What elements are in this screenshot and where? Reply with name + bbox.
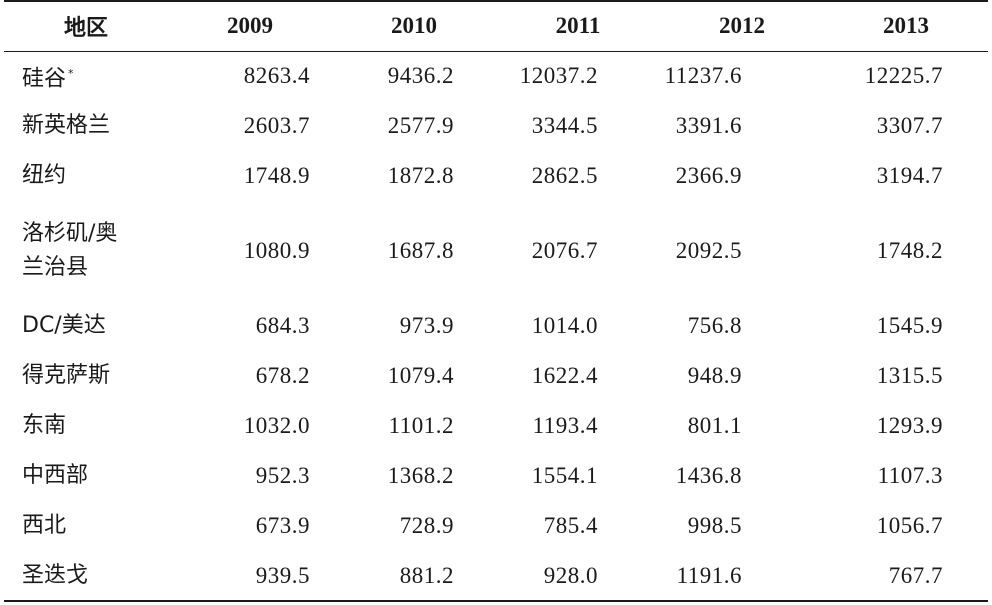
value-cell: 11237.6 [664,63,742,89]
value-cell: 1191.6 [676,562,742,588]
value-cell: 1545.9 [876,313,943,338]
table-row: 纽约 1748.9 1872.8 2862.5 2366.9 3194.7 [4,151,988,201]
value-cell: 3307.7 [876,113,943,138]
value-cell: 2092.5 [675,238,742,263]
value-cell: 12037.2 [519,63,598,89]
data-table-container: 地区 2009 2010 2011 2012 2013 硅谷 * 8263.4 9… [4,0,988,602]
table-row: 圣迭戈 939.5 881.2 928.0 1191.6 767.7 [4,551,988,601]
value-cell: 1056.7 [876,513,943,538]
header-row: 地区 2009 2010 2011 2012 2013 [4,1,988,51]
value-cell: 1436.8 [675,463,742,488]
value-cell: 1748.2 [876,238,943,263]
value-cell: 998.5 [687,513,742,538]
value-cell: 1014.0 [531,313,598,338]
value-cell: 1193.4 [532,413,598,438]
value-cell: 3194.7 [876,163,943,188]
table-row: 新英格兰 2603.7 2577.9 3344.5 3391.6 3307.7 [4,101,988,151]
region-cell: 得克萨斯 [22,363,111,388]
header-year-2013: 2013 [883,13,929,39]
table-row: 东南 1032.0 1101.2 1193.4 801.1 1293.9 [4,401,988,451]
region-label-line-2: 兰治县 [22,255,89,280]
table-row: DC/美达 684.3 973.9 1014.0 756.8 1545.9 [4,301,988,351]
value-cell: 881.2 [399,562,454,588]
value-cell: 1293.9 [876,413,943,438]
header-region: 地区 [63,16,108,42]
value-cell: 1315.5 [876,363,943,388]
header-year-2010: 2010 [391,13,437,39]
value-cell: 728.9 [399,513,454,538]
region-cell: 中西部 [22,463,89,488]
value-cell: 1101.2 [388,413,454,438]
table-row: 中西部 952.3 1368.2 1554.1 1436.8 1107.3 [4,451,988,501]
value-cell: 2076.7 [531,238,598,263]
header-year-2011: 2011 [555,13,601,39]
footnote-mark: * [68,66,74,80]
value-cell: 3344.5 [531,113,598,138]
value-cell: 1368.2 [387,463,454,488]
region-label-line-1: 洛杉矶/奥 [22,221,118,246]
table-row: 洛杉矶/奥 兰治县 1080.9 1687.8 2076.7 2092.5 17… [4,201,988,301]
region-cell: 东南 [22,413,67,438]
value-cell: 1554.1 [531,463,598,488]
value-cell: 952.3 [255,463,310,488]
value-cell: 2603.7 [243,113,310,138]
value-cell: 785.4 [543,513,598,538]
value-cell: 8263.4 [243,63,310,89]
value-cell: 973.9 [399,313,454,338]
value-cell: 928.0 [543,562,598,588]
value-cell: 756.8 [687,313,742,338]
value-cell: 1748.9 [243,163,310,188]
table-row: 西北 673.9 728.9 785.4 998.5 1056.7 [4,501,988,551]
value-cell: 2862.5 [531,163,598,188]
value-cell: 1687.8 [387,238,454,263]
header-year-2009: 2009 [227,13,273,39]
region-cell: 纽约 [22,163,67,188]
investment-by-region-table: 地区 2009 2010 2011 2012 2013 硅谷 * 8263.4 9… [4,0,988,602]
value-cell: 684.3 [255,313,310,338]
value-cell: 1622.4 [531,363,598,388]
value-cell: 2366.9 [675,163,742,188]
value-cell: 1872.8 [387,163,454,188]
region-cell: 圣迭戈 [22,562,89,588]
value-cell: 3391.6 [675,113,742,138]
value-cell: 948.9 [687,363,742,388]
header-year-2012: 2012 [719,13,765,39]
value-cell: 9436.2 [387,63,454,89]
table-body: 硅谷 * 8263.4 9436.2 12037.2 11237.6 12225.… [4,51,988,601]
region-cell: 硅谷 * [4,51,168,101]
region-label: 硅谷 [22,65,67,91]
value-cell: 2577.9 [387,113,454,138]
value-cell: 1080.9 [243,238,310,263]
region-cell: 新英格兰 [22,113,111,138]
table-row: 得克萨斯 678.2 1079.4 1622.4 948.9 1315.5 [4,351,988,401]
region-cell: 洛杉矶/奥 兰治县 [4,201,168,301]
value-cell: 801.1 [687,413,742,438]
table-row: 硅谷 * 8263.4 9436.2 12037.2 11237.6 12225.… [4,51,988,101]
value-cell: 12225.7 [864,63,943,89]
value-cell: 678.2 [255,363,310,388]
table-header: 地区 2009 2010 2011 2012 2013 [4,1,988,51]
value-cell: 673.9 [255,513,310,538]
value-cell: 767.7 [888,562,943,588]
region-cell: DC/美达 [22,313,106,338]
region-cell: 西北 [22,513,67,538]
value-cell: 1079.4 [387,363,454,388]
value-cell: 939.5 [255,562,310,588]
value-cell: 1032.0 [243,413,310,438]
value-cell: 1107.3 [877,463,943,488]
